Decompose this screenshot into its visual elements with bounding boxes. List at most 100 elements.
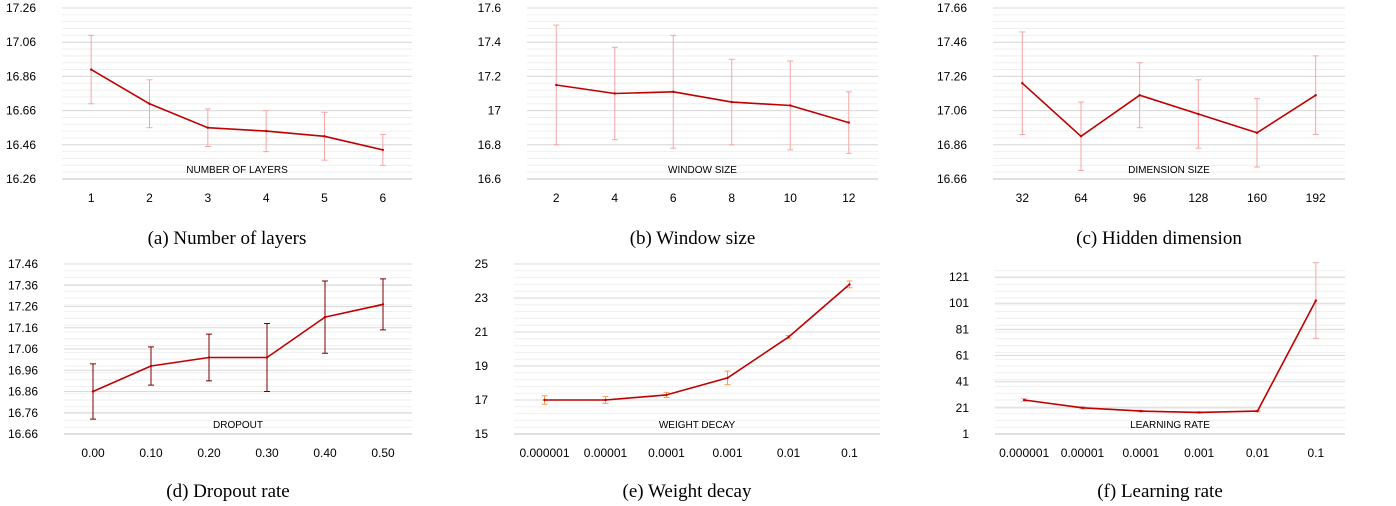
chart-panel-5: 15 17 19 21 23 25 0.000001 0.00001 0.0001 0.001 0.…	[475, 257, 880, 502]
x-tick-label: 32	[1016, 191, 1030, 205]
y-tick-label: 25	[475, 257, 489, 271]
series-line	[1024, 300, 1317, 414]
data-point	[787, 335, 790, 339]
series-line	[90, 68, 383, 151]
x-tick-label: 0.10	[139, 446, 163, 460]
chart-caption: (f) Learning rate	[1097, 481, 1223, 502]
data-point	[1197, 112, 1200, 116]
data-point	[148, 102, 151, 105]
data-point	[381, 303, 385, 306]
y-tick-label: 17	[475, 393, 489, 407]
data-point	[1021, 82, 1024, 85]
chart-caption: (d) Dropout rate	[166, 481, 289, 502]
x-tick-label: 10	[784, 191, 798, 205]
y-tick-label: 16.66	[8, 427, 38, 441]
x-tick-label: 0.00	[81, 446, 105, 460]
series-line	[92, 303, 384, 393]
data-point	[1314, 299, 1318, 302]
chart-caption: (a) Number of layers	[148, 228, 307, 249]
x-tick-label: 6	[379, 191, 386, 205]
y-tick-label: 16.76	[8, 406, 38, 420]
x-tick-label: 0.01	[777, 446, 801, 460]
x-tick-label: 3	[204, 191, 211, 205]
x-tick-label: 4	[263, 191, 270, 205]
data-point	[381, 148, 385, 152]
data-point	[1255, 131, 1259, 135]
x-tick-label: 0.0001	[1122, 446, 1159, 460]
y-tick-label: 16.46	[6, 138, 36, 152]
x-tick-label: 0.01	[1246, 446, 1270, 460]
x-tick-label: 0.000001	[999, 446, 1049, 460]
x-tick-label: 5	[321, 191, 328, 205]
y-tick-label: 23	[475, 291, 489, 305]
y-tick-label: 81	[956, 322, 970, 336]
x-tick-label: 64	[1074, 191, 1088, 205]
data-point	[848, 283, 851, 286]
y-tick-label: 16.66	[6, 104, 36, 118]
y-tick-label: 1	[962, 427, 969, 441]
data-point	[555, 83, 558, 87]
chart-caption: (c) Hidden dimension	[1076, 228, 1242, 249]
y-tick-label: 17.66	[937, 1, 967, 15]
data-point	[726, 376, 729, 380]
y-tick-label: 16.86	[8, 385, 38, 399]
x-tick-label: 128	[1188, 191, 1208, 205]
x-tick-label: 1	[88, 191, 95, 205]
y-tick-label: 17.26	[937, 69, 967, 83]
y-tick-label: 16.8	[478, 138, 502, 152]
data-point	[789, 104, 792, 107]
x-tick-label: 0.0001	[648, 446, 685, 460]
y-tick-label: 121	[949, 270, 969, 284]
data-point	[1139, 409, 1143, 413]
y-tick-label: 17.06	[6, 35, 36, 49]
y-tick-label: 101	[949, 296, 969, 310]
data-point	[604, 398, 607, 402]
data-point	[149, 364, 153, 368]
x-tick-label: 2	[146, 191, 153, 205]
x-tick-label: 0.00001	[1061, 446, 1105, 460]
y-tick-label: 17.2	[478, 69, 502, 83]
data-point	[1314, 94, 1317, 97]
y-tick-label: 16.6	[478, 172, 502, 186]
x-tick-label: 8	[728, 191, 735, 205]
chart-caption: (b) Window size	[630, 228, 756, 249]
x-tick-label: 0.1	[841, 446, 858, 460]
y-tick-label: 17.4	[478, 35, 502, 49]
x-axis-label: DIMENSION SIZE	[1128, 165, 1210, 176]
data-point	[206, 126, 210, 129]
x-tick-label: 6	[670, 191, 677, 205]
data-point	[264, 129, 268, 133]
y-tick-label: 17.36	[8, 278, 38, 292]
x-axis-label: LEARNING RATE	[1130, 420, 1210, 431]
chart-panel-3: 16.66 16.86 17.06 17.26 17.46 17.66 32 64 96 128 1…	[937, 1, 1345, 249]
chart-panel-1: 16.26 16.46 16.66 16.86 17.06 17.26 1 2 3 4 5 6 NUMB…	[6, 1, 412, 249]
y-tick-label: 21	[956, 401, 970, 415]
data-point	[672, 90, 675, 93]
data-point	[207, 356, 211, 359]
x-axis-label: WINDOW SIZE	[668, 165, 737, 176]
x-tick-label: 192	[1306, 191, 1326, 205]
data-point	[91, 390, 95, 393]
x-tick-label: 96	[1133, 191, 1147, 205]
chart-panel-2: 16.6 16.8 17 17.2 17.4 17.6 2 4 6 8 10 12 WINDOW SIZ…	[478, 1, 878, 249]
data-point	[265, 356, 269, 359]
x-tick-label: 0.50	[371, 446, 395, 460]
data-point	[665, 393, 668, 397]
data-point	[1081, 406, 1084, 410]
x-tick-label: 160	[1247, 191, 1267, 205]
y-tick-label: 41	[956, 375, 970, 389]
y-tick-label: 17.06	[8, 342, 38, 356]
data-point	[847, 121, 850, 124]
y-tick-label: 61	[956, 349, 970, 363]
data-point	[1022, 398, 1026, 402]
x-tick-label: 2	[553, 191, 560, 205]
series-line	[544, 283, 851, 401]
data-point	[1197, 411, 1201, 414]
data-point	[730, 100, 733, 104]
data-point	[323, 315, 327, 319]
series-line	[556, 84, 850, 124]
y-tick-label: 16.26	[6, 172, 36, 186]
x-tick-label: 4	[611, 191, 618, 205]
data-point	[323, 135, 326, 138]
